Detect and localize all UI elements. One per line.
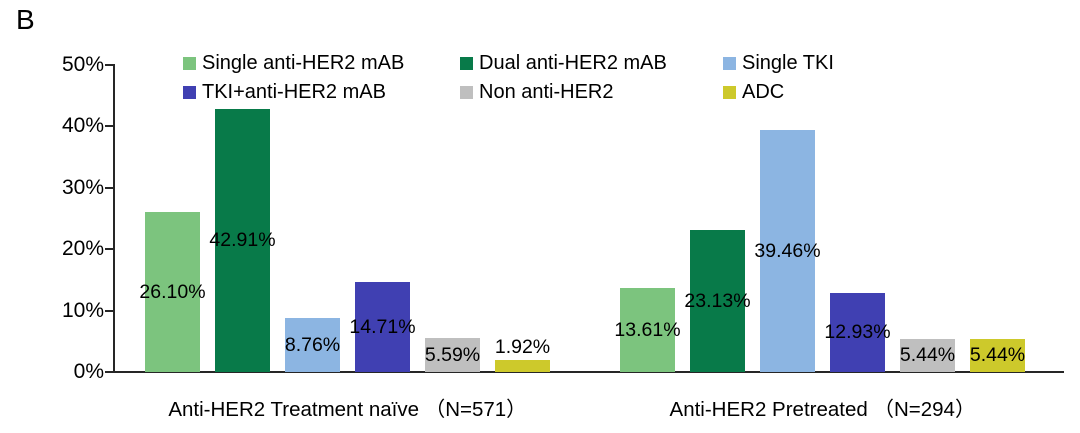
legend-swatch	[183, 85, 196, 99]
legend-item: Single TKI	[723, 52, 834, 74]
legend-label: Single anti-HER2 mAB	[202, 52, 405, 74]
legend-item: TKI+anti-HER2 mAB	[183, 81, 386, 103]
bar	[830, 292, 885, 372]
bar-value-label: 13.61%	[614, 319, 681, 342]
legend-swatch	[183, 56, 196, 70]
bar	[355, 281, 410, 372]
panel-label: B	[16, 4, 35, 35]
legend-label: ADC	[742, 81, 785, 103]
legend-swatch	[723, 56, 736, 70]
y-axis-tick	[105, 309, 113, 312]
legend-item: ADC	[723, 81, 784, 103]
y-axis-tick-label: 0%	[73, 360, 104, 383]
bar-value-label: 42.91%	[209, 229, 276, 252]
legend-item: Non anti-HER2	[460, 81, 614, 103]
y-axis-tick-label: 30%	[61, 175, 104, 199]
bar	[215, 108, 270, 372]
legend-swatch	[460, 56, 473, 70]
bar	[145, 211, 200, 372]
y-axis-tick-label: 40%	[61, 114, 104, 138]
legend-item: Dual anti-HER2 mAB	[460, 52, 667, 74]
legend-item: Single anti-HER2 mAB	[183, 52, 404, 74]
bar-value-label: 1.92%	[494, 336, 551, 359]
legend-label: TKI+anti-HER2 mAB	[202, 81, 386, 103]
bar	[900, 338, 955, 372]
bar-value-label: 26.10%	[139, 280, 206, 303]
y-axis-tick	[105, 64, 113, 66]
y-axis-tick-label: 50%	[61, 53, 104, 76]
legend-label: Non anti-HER2	[479, 81, 614, 103]
y-axis-tick	[105, 248, 113, 251]
x-axis-category-label: Anti-HER2 Pretreated （N=294）	[669, 398, 976, 421]
bar-value-label: 5.59%	[424, 343, 481, 366]
bar-value-label: 8.76%	[284, 334, 341, 357]
bar-value-label: 23.13%	[684, 289, 751, 312]
bar-value-label: 5.44%	[969, 344, 1026, 367]
bar	[970, 338, 1025, 372]
legend-label: Dual anti-HER2 mAB	[479, 52, 667, 74]
y-axis-tick-label: 10%	[61, 298, 104, 322]
bar	[760, 129, 815, 372]
bar-value-label: 14.71%	[349, 315, 416, 338]
legend-label: Single TKI	[742, 52, 834, 74]
y-axis-line	[113, 64, 115, 373]
bar	[620, 288, 675, 372]
y-axis-tick	[105, 186, 113, 189]
y-axis-tick	[105, 371, 113, 373]
y-axis-tick	[105, 125, 113, 128]
legend-swatch	[723, 85, 736, 99]
bar-value-label: 39.46%	[754, 239, 821, 262]
bar	[425, 337, 480, 372]
x-axis-line	[113, 371, 1064, 373]
y-axis-tick-label: 20%	[61, 237, 104, 261]
bar	[285, 318, 340, 372]
bar-value-label: 5.44%	[899, 344, 956, 367]
bar	[495, 360, 550, 372]
x-axis-category-label: Anti-HER2 Treatment naïve （N=571）	[168, 398, 527, 421]
bar	[690, 229, 745, 372]
legend-swatch	[460, 85, 473, 99]
bar-value-label: 12.93%	[824, 321, 891, 344]
